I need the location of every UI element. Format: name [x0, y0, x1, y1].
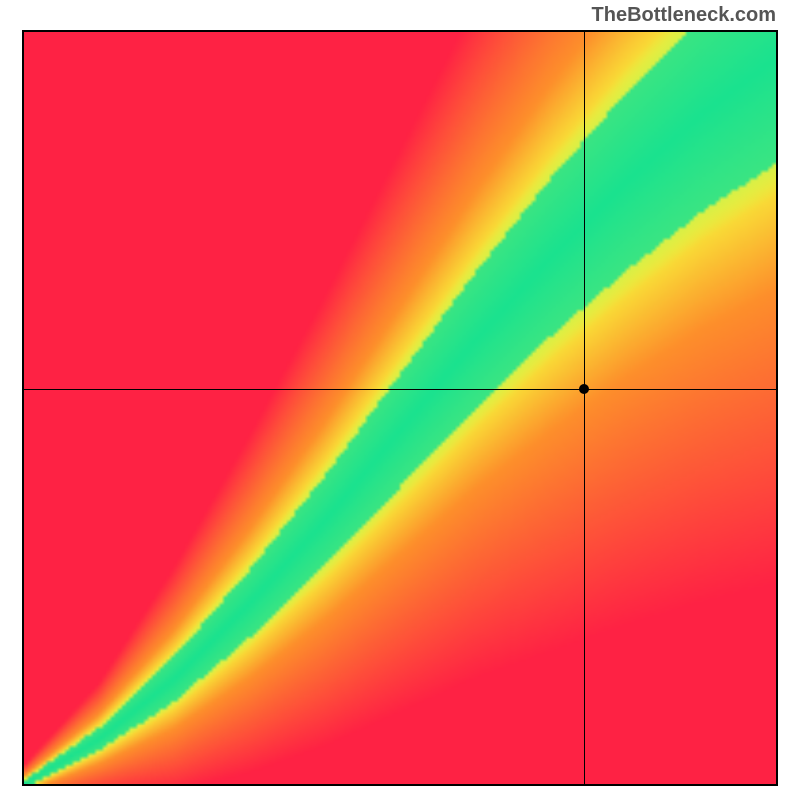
crosshair-marker [579, 384, 589, 394]
plot-frame [22, 30, 778, 786]
crosshair-vertical [584, 32, 585, 784]
chart-container: TheBottleneck.com [0, 0, 800, 800]
heatmap-canvas [24, 32, 776, 784]
attribution-label: TheBottleneck.com [592, 4, 776, 27]
crosshair-horizontal [24, 389, 776, 390]
